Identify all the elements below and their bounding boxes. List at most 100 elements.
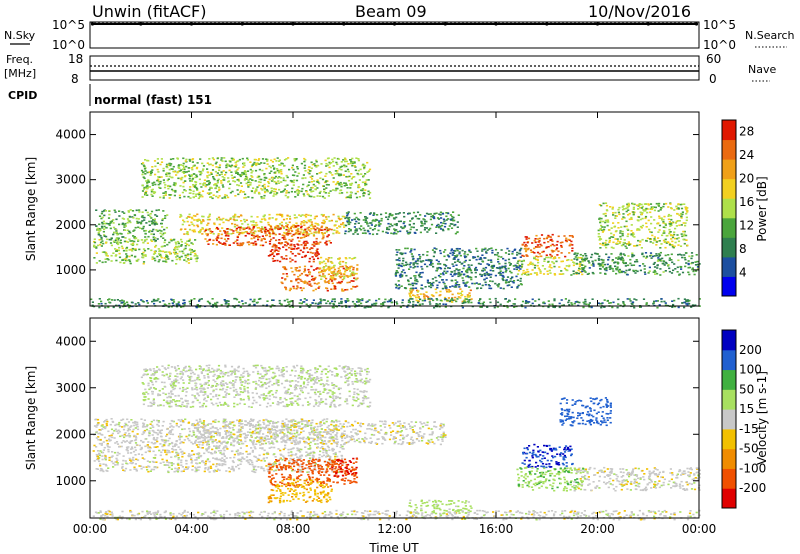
heatmap-cell xyxy=(353,272,356,275)
heatmap-cell xyxy=(381,230,384,233)
heatmap-cell xyxy=(581,267,584,269)
heatmap-cell xyxy=(591,271,594,274)
heatmap-cell xyxy=(257,236,260,239)
heatmap-cell xyxy=(132,235,135,237)
heatmap-cell xyxy=(402,264,405,267)
heatmap-cell xyxy=(418,304,422,306)
heatmap-cell xyxy=(669,231,672,233)
heatmap-cell xyxy=(314,276,317,279)
heatmap-cell xyxy=(225,234,228,237)
heatmap-cell xyxy=(299,278,302,281)
heatmap-cell xyxy=(309,219,312,221)
heatmap-cell xyxy=(177,242,180,245)
heatmap-cell xyxy=(339,265,342,268)
heatmap-cell xyxy=(217,233,220,235)
heatmap-cell xyxy=(378,223,381,226)
heatmap-cell xyxy=(313,196,316,198)
heatmap-cell xyxy=(618,257,621,260)
heatmap-cell xyxy=(150,233,153,235)
heatmap-cell xyxy=(661,234,664,237)
heatmap-cell xyxy=(610,227,613,229)
heatmap-cell xyxy=(600,263,603,265)
heatmap-cell xyxy=(283,236,286,239)
heatmap-cell xyxy=(123,302,126,305)
heatmap-cell xyxy=(459,254,462,257)
heatmap-cell xyxy=(232,242,235,244)
heatmap-cell xyxy=(446,270,449,273)
heatmap-cell xyxy=(526,241,529,244)
heatmap-cell xyxy=(242,231,245,234)
heatmap-cell xyxy=(187,215,190,218)
heatmap-cell xyxy=(289,232,292,235)
heatmap-cell xyxy=(481,260,485,263)
heatmap-cell xyxy=(195,260,198,263)
heatmap-cell xyxy=(519,277,522,280)
heatmap-cell xyxy=(234,240,237,243)
heatmap-cell xyxy=(311,419,314,421)
heatmap-cell xyxy=(608,256,611,259)
heatmap-cell xyxy=(489,276,492,278)
heatmap-cell xyxy=(341,215,344,218)
heatmap-cell xyxy=(490,261,493,263)
heatmap-cell xyxy=(634,269,638,272)
heatmap-cell xyxy=(460,263,463,265)
heatmap-cell xyxy=(101,251,104,253)
heatmap-cell xyxy=(98,239,101,241)
heatmap-cell xyxy=(310,167,313,170)
heatmap-cell xyxy=(330,219,333,222)
heatmap-cell xyxy=(330,257,333,259)
heatmap-cell xyxy=(640,213,643,216)
heatmap-cell xyxy=(330,272,334,274)
heatmap-cell xyxy=(141,253,144,255)
heatmap-cell xyxy=(656,306,659,309)
heatmap-cell xyxy=(491,252,494,254)
heatmap-cell xyxy=(622,241,625,244)
heatmap-cell xyxy=(660,300,663,303)
heatmap-cell xyxy=(173,171,176,173)
heatmap-cell xyxy=(308,280,311,283)
heatmap-cell xyxy=(452,219,455,222)
heatmap-cell xyxy=(224,242,227,245)
heatmap-cell xyxy=(271,161,274,163)
heatmap-cell xyxy=(570,274,573,276)
nsky-series xyxy=(90,22,699,26)
heatmap-cell xyxy=(300,244,303,246)
heatmap-cell xyxy=(118,223,121,226)
heatmap-cell xyxy=(458,251,461,253)
heatmap-cell xyxy=(271,253,274,256)
heatmap-cell xyxy=(419,256,422,258)
heatmap-cell xyxy=(189,189,192,192)
heatmap-cell xyxy=(177,165,180,167)
heatmap-cell xyxy=(275,246,278,248)
heatmap-cell xyxy=(306,281,309,284)
heatmap-cell xyxy=(501,277,504,280)
heatmap-cell xyxy=(410,249,413,252)
heatmap-cell xyxy=(267,182,271,185)
heatmap-cell xyxy=(667,254,670,256)
heatmap-cell xyxy=(302,242,305,244)
heatmap-cell xyxy=(412,303,415,306)
heatmap-cell xyxy=(258,419,261,422)
colorbar-tick-label: 20 xyxy=(739,172,754,186)
heatmap-cell xyxy=(322,260,326,263)
heatmap-cell xyxy=(338,232,341,234)
heatmap-cell xyxy=(436,224,439,227)
heatmap-cell xyxy=(224,300,227,303)
heatmap-cell xyxy=(132,459,135,462)
heatmap-cell xyxy=(549,244,552,247)
heatmap-cell xyxy=(548,303,551,306)
heatmap-cell xyxy=(311,243,314,246)
heatmap-cell xyxy=(664,270,667,272)
heatmap-cell xyxy=(671,306,674,308)
heatmap-cell xyxy=(209,192,212,194)
heatmap-cell xyxy=(327,184,330,186)
heatmap-cell xyxy=(413,275,416,277)
heatmap-cell xyxy=(183,468,186,471)
heatmap-cell xyxy=(595,252,598,255)
heatmap-cell xyxy=(558,266,561,268)
heatmap-cell xyxy=(334,173,337,175)
heatmap-cell xyxy=(631,254,634,256)
heatmap-cell xyxy=(285,218,288,220)
heatmap-cell xyxy=(631,301,634,303)
heatmap-cell xyxy=(685,216,688,219)
